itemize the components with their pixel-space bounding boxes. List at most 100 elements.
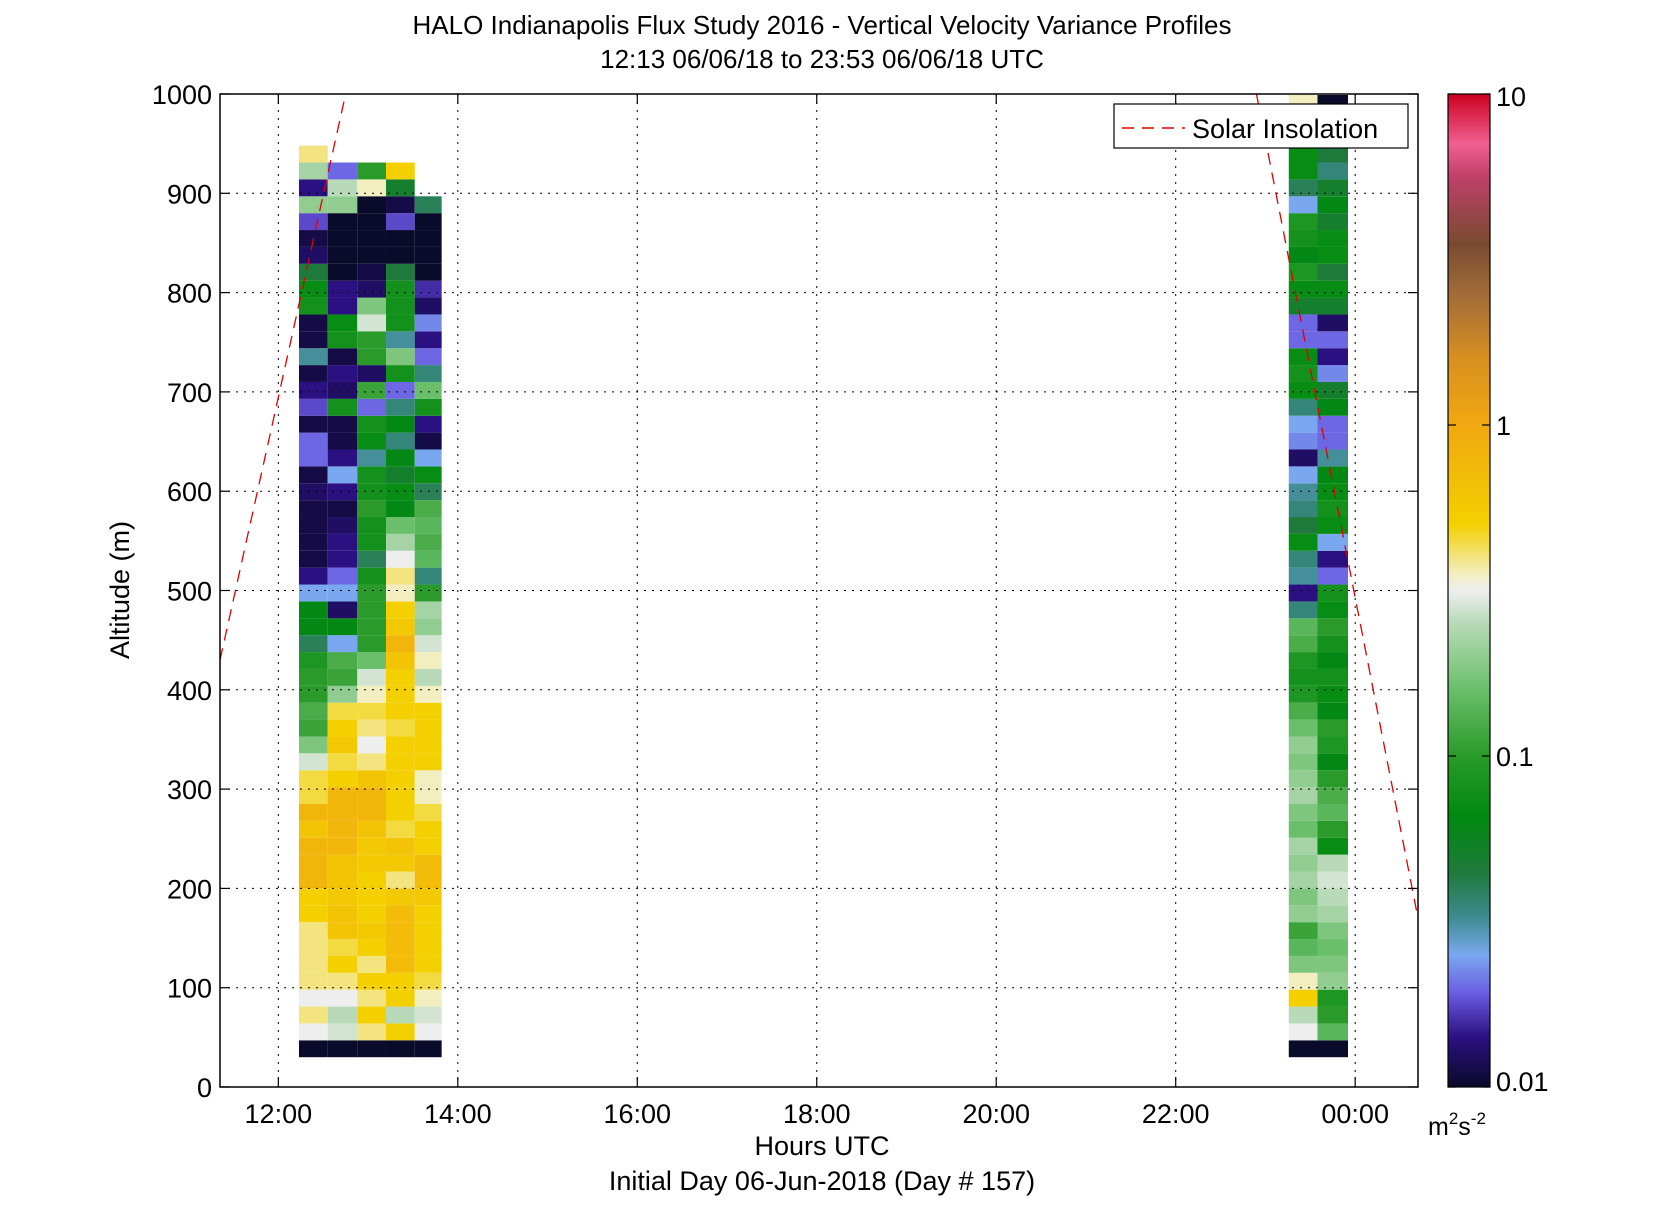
y-axis-ticks: 0 100 200 300 400 500 600 700 800 900 1000 [152,80,1418,1103]
heatmap-cell [298,162,328,180]
heatmap-cell [327,753,358,771]
heatmap-cell [357,533,387,551]
heatmap-cell [357,415,387,433]
heatmap-cell [1288,719,1318,737]
heatmap-cell [1317,398,1349,416]
heatmap-cell [386,483,415,501]
heatmap-cell [357,652,387,669]
heatmap-cell [1317,348,1349,366]
heatmap-cell [357,837,387,855]
heatmap-cell [1288,736,1318,754]
heatmap-cell [1317,719,1349,737]
y-tick-label: 1000 [152,80,212,110]
heatmap-cell [298,145,328,163]
x-tick-label: 12:00 [245,1099,313,1129]
heatmap-cell [327,432,358,450]
heatmap-cell [298,584,328,602]
heatmap-cell [327,567,358,585]
heatmap-cell [357,922,387,940]
heatmap-cell [1288,365,1318,382]
heatmap-cell [386,837,415,855]
chart-title: HALO Indianapolis Flux Study 2016 - Vert… [413,10,1232,40]
heatmap-cell [414,989,442,1007]
heatmap-cell [327,1023,358,1041]
heatmap-cell [1288,533,1318,551]
heatmap-cell [298,483,328,501]
heatmap-cell [1317,770,1349,788]
y-tick-label: 300 [167,775,212,805]
heatmap-cell [414,702,442,720]
heatmap-cell [414,803,442,821]
heatmap-cell [414,601,442,619]
heatmap-cell [386,736,415,754]
heatmap-cell [1288,1023,1318,1041]
heatmap-cell [414,972,442,990]
heatmap-cell [298,652,328,669]
heatmap-cell [1317,989,1349,1007]
chart-subtitle: 12:13 06/06/18 to 23:53 06/06/18 UTC [600,44,1044,74]
y-tick-label: 0 [197,1073,212,1103]
heatmap-cell [327,989,358,1007]
y-tick-label: 100 [167,974,212,1004]
heatmap-cell [357,702,387,720]
heatmap-cell [1317,179,1349,197]
heatmap-cell [1288,466,1318,484]
heatmap-cell [414,1006,442,1024]
heatmap-cell [327,246,358,264]
heatmap-cell [1317,533,1349,551]
colorbar: 0.01 0.1 1 10 m2s-2 [1428,82,1549,1141]
heatmap-cell [1317,1040,1349,1058]
colorbar-tick-label: 0.01 [1496,1067,1549,1097]
heatmap-cell [1317,500,1349,518]
heatmap-cell [1288,415,1318,433]
heatmap-cell [386,179,415,197]
heatmap-cell [1288,449,1318,467]
heatmap-cell [386,939,415,956]
heatmap-cell [414,584,442,602]
heatmap-cell [327,939,358,956]
heatmap-cell [298,837,328,855]
heatmap-cell [414,871,442,889]
heatmap-cell [357,1040,387,1058]
heatmap-cell [386,1023,415,1041]
heatmap-cell [327,213,358,231]
heatmap-cell [1317,1006,1349,1024]
heatmap-cell [357,635,387,653]
heatmap-cell [1317,1023,1349,1041]
heatmap-cell [386,1040,415,1058]
heatmap-cell [1317,365,1349,382]
heatmap-cell [357,162,387,180]
y-axis-label: Altitude (m) [105,521,135,659]
heatmap-cell [1317,837,1349,855]
heatmap-cell [298,213,328,231]
heatmap-cell [1317,871,1349,889]
heatmap-cell [1288,1040,1318,1058]
heatmap-cell [1288,500,1318,518]
heatmap-cell [414,331,442,349]
heatmap-cell [298,787,328,804]
heatmap-cell [1288,787,1318,804]
heatmap-cell [1317,213,1349,231]
heatmap-cell [1288,263,1318,281]
grid-lines [220,93,1418,1088]
y-tick-label: 200 [167,874,212,904]
y-tick-label: 500 [167,577,212,607]
heatmap-cell [386,685,415,703]
heatmap-cell [357,854,387,872]
heatmap-cell [1317,905,1349,923]
heatmap-cell [1288,179,1318,197]
heatmap-cell [1288,1006,1318,1024]
heatmap-cell [327,803,358,821]
colorbar-tick-label: 0.1 [1496,742,1534,772]
heatmap-cell [414,922,442,940]
heatmap-cell [386,297,415,315]
heatmap-cell [298,365,328,382]
heatmap-cell [386,517,415,534]
heatmap-cell [327,955,358,973]
heatmap-cell [357,905,387,923]
heatmap-cell [298,517,328,534]
heatmap-cell [357,567,387,585]
heatmap-cell [1288,820,1318,838]
heatmap-cell [327,905,358,923]
heatmap-cell [1317,888,1349,906]
